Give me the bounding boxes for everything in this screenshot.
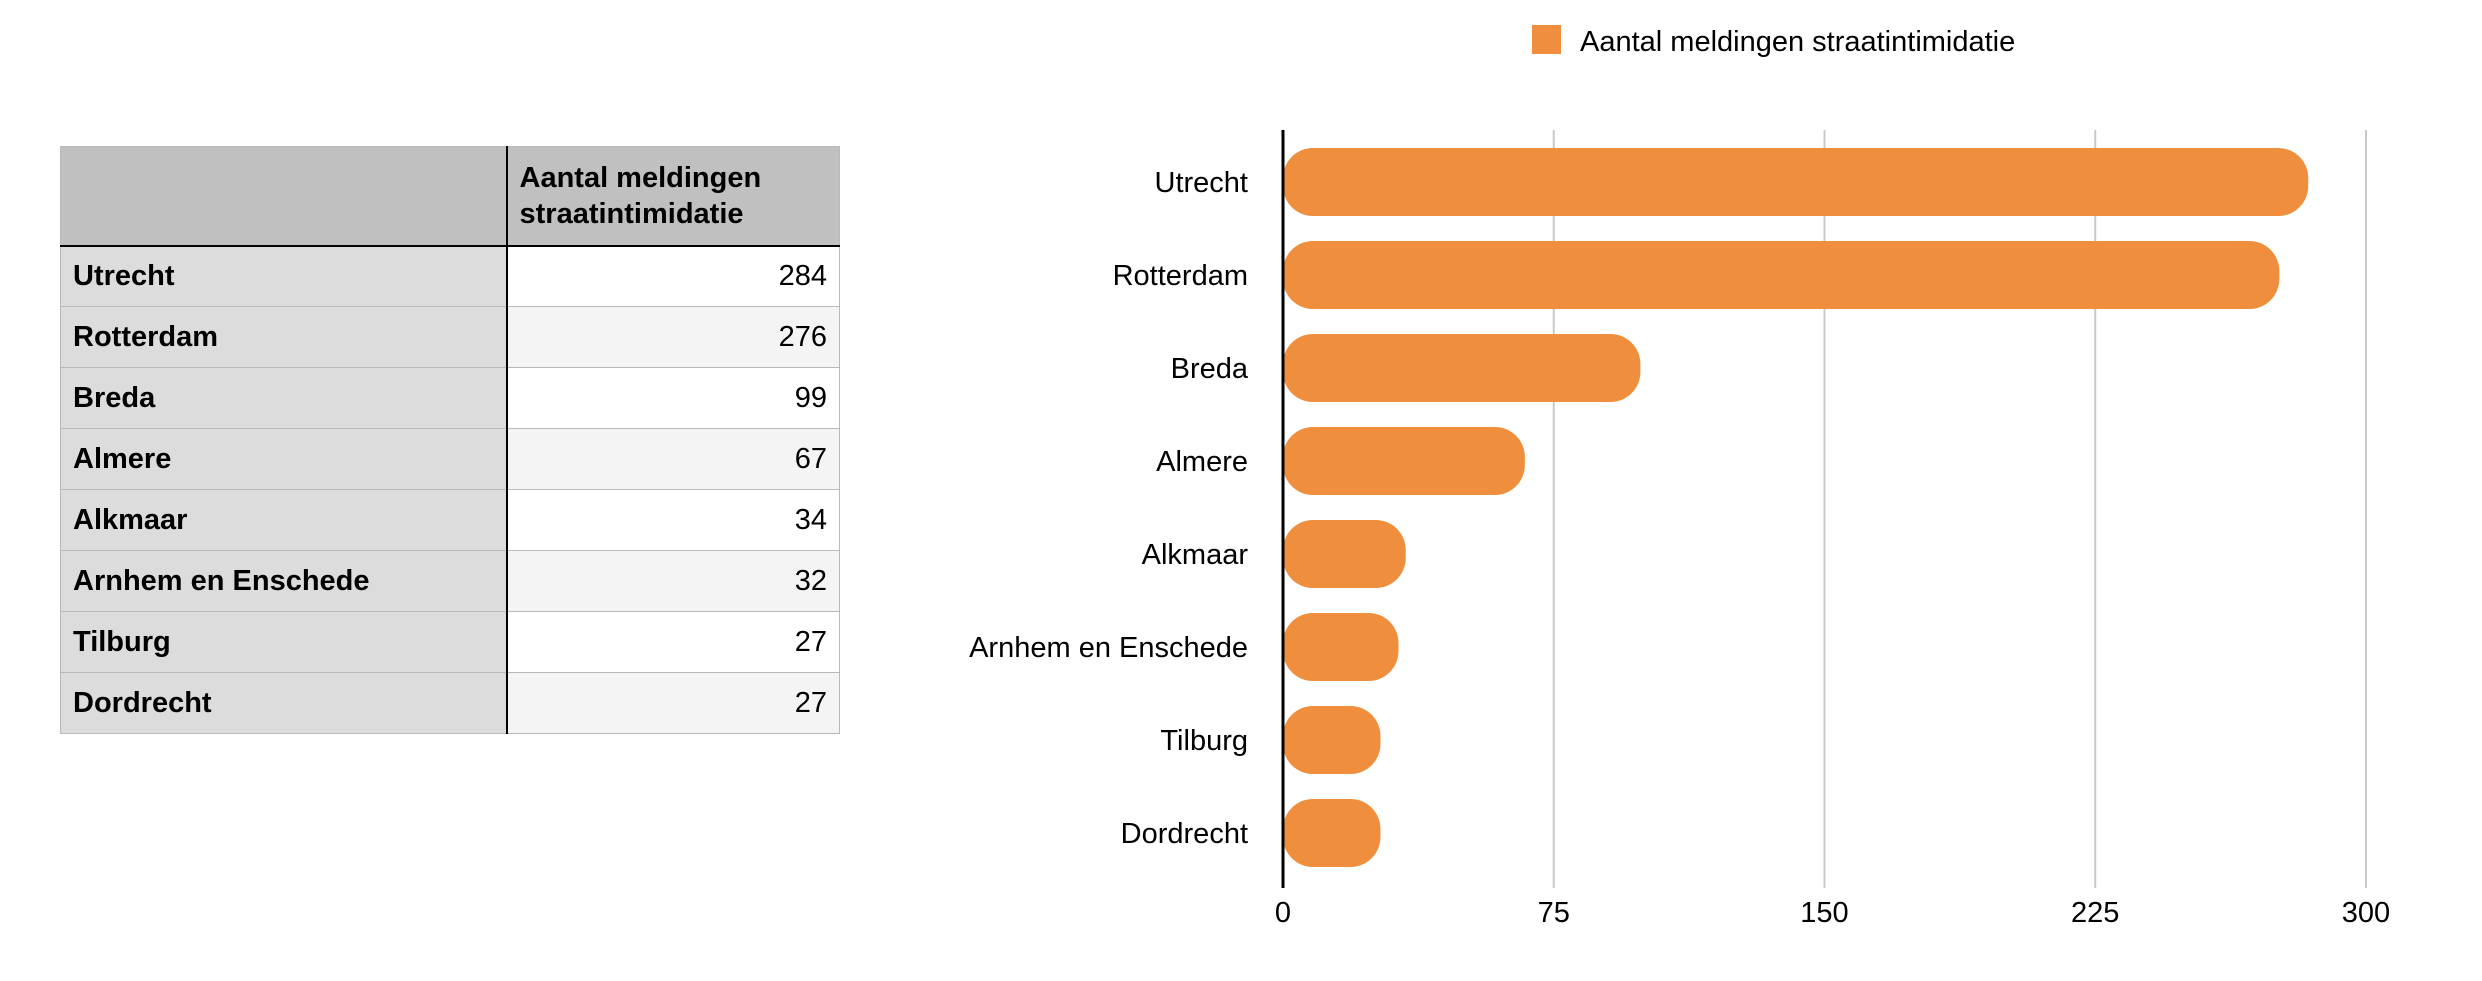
table-column-header: Aantal meldingen straatintimidatie <box>506 146 840 247</box>
category-label: Utrecht <box>1155 167 1248 199</box>
table-row: Almere 67 <box>60 428 840 490</box>
table-row-label: Alkmaar <box>60 489 508 551</box>
table-row-value: 27 <box>506 611 840 673</box>
category-label: Breda <box>1171 353 1249 385</box>
category-label: Alkmaar <box>1142 539 1249 571</box>
legend-label: Aantal meldingen straatintimidatie <box>1580 26 2015 58</box>
table-header-line-2: straatintimidatie <box>519 197 744 230</box>
table-corner-cell <box>60 146 508 247</box>
bar <box>1283 613 1399 681</box>
table-row-label: Breda <box>60 367 508 429</box>
bar <box>1283 334 1641 402</box>
table-row-value: 34 <box>506 489 840 551</box>
table-row: Rotterdam 276 <box>60 306 840 368</box>
table-row: Arnhem en Enschede 32 <box>60 550 840 612</box>
data-table: Aantal meldingen straatintimidatie Utrec… <box>60 146 840 734</box>
chart-legend: Aantal meldingen straatintimidatie <box>1532 25 2015 58</box>
table-row-value: 99 <box>506 367 840 429</box>
table-row-label: Arnhem en Enschede <box>60 550 508 612</box>
bar <box>1283 706 1381 774</box>
table-row-label: Dordrecht <box>60 672 508 734</box>
bar <box>1283 799 1381 867</box>
x-tick-label: 0 <box>1275 897 1291 929</box>
category-label: Almere <box>1156 446 1248 478</box>
bar <box>1283 520 1406 588</box>
table-row-value: 32 <box>506 550 840 612</box>
table-row-label: Almere <box>60 428 508 490</box>
table-row-label: Rotterdam <box>60 306 508 368</box>
bar <box>1283 427 1525 495</box>
chart-tick-labels: 0 75 150 225 300 <box>1275 897 2390 929</box>
table-row-value: 284 <box>506 245 840 307</box>
table-row-value: 67 <box>506 428 840 490</box>
x-tick-label: 150 <box>1800 897 1848 929</box>
legend-swatch <box>1532 25 1561 54</box>
table-row: Breda 99 <box>60 367 840 429</box>
table-header-row: Aantal meldingen straatintimidatie <box>60 146 840 247</box>
x-tick-label: 225 <box>2071 897 2119 929</box>
category-label: Tilburg <box>1160 725 1248 757</box>
x-tick-label: 300 <box>2342 897 2390 929</box>
category-label: Rotterdam <box>1113 260 1248 292</box>
table-header-line-1: Aantal meldingen <box>519 161 762 194</box>
bar <box>1283 241 2280 309</box>
table-row: Dordrecht 27 <box>60 672 840 734</box>
chart-category-labels: Utrecht Rotterdam Breda Almere Alkmaar Arnhem… <box>969 167 1249 850</box>
x-tick-label: 75 <box>1538 897 1570 929</box>
category-label: Arnhem en Enschede <box>969 632 1248 664</box>
table-row-value: 27 <box>506 672 840 734</box>
table-row: Alkmaar 34 <box>60 489 840 551</box>
table-row-value: 276 <box>506 306 840 368</box>
category-label: Dordrecht <box>1121 818 1248 850</box>
bar <box>1283 148 2309 216</box>
chart-bars <box>1283 148 2309 867</box>
